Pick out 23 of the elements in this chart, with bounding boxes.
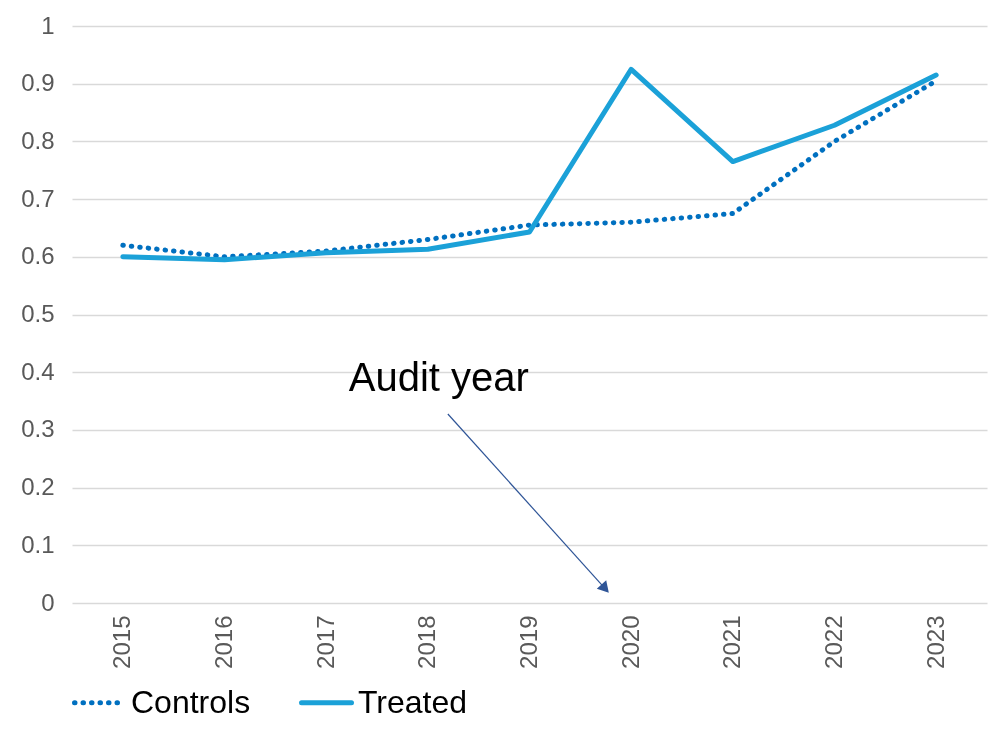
y-tick-label: 0.8 [21,126,55,154]
y-tick-label: 0.6 [21,242,55,270]
y-tick-label: 0.9 [21,69,55,97]
y-tick-label: 0.2 [21,473,55,501]
annotation: Audit year [348,355,529,399]
y-tick-label: 0.1 [21,530,55,558]
legend-label: Controls [131,683,251,720]
x-tick-label: 2020 [616,615,644,669]
x-tick-label: 2023 [921,615,949,669]
y-tick-label: 0.3 [21,415,55,443]
x-tick-label: 2021 [718,615,746,669]
x-tick-label: 2017 [311,615,339,669]
x-tick-label: 2022 [820,615,847,669]
y-tick-label: 0.7 [21,184,55,212]
y-tick-label: 1 [41,11,55,39]
x-tick-label: 2016 [210,615,237,669]
x-tick-label: 2019 [515,615,542,669]
y-tick-label: 0.4 [21,357,55,385]
y-tick-label: 0 [41,588,55,616]
legend-label: Treated [358,683,468,720]
x-tick-label: 2018 [413,615,441,669]
x-tick-label: 2015 [108,615,136,669]
y-tick-label: 0.5 [21,300,55,327]
